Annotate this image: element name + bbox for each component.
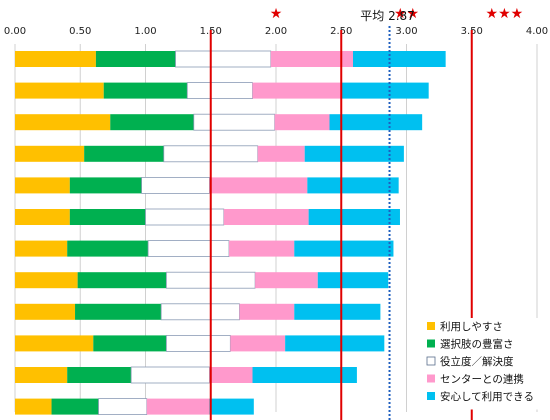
- annotations: ★ ★★ ★★★平均 2.87: [270, 6, 523, 23]
- bar-segment: [308, 209, 400, 225]
- bar-segment: [257, 145, 305, 162]
- legend-swatch: [426, 356, 436, 366]
- bar-segment: [252, 82, 342, 99]
- rating-stars: ★★★: [486, 6, 524, 22]
- reference-lines: [209, 26, 473, 420]
- bar-segment: [255, 272, 318, 289]
- bar-segment: [209, 177, 308, 194]
- bar-segment: [252, 367, 357, 383]
- legend-label: 役立度／解決度: [440, 355, 514, 368]
- bar-segment: [307, 177, 399, 194]
- bar-segment: [145, 208, 225, 226]
- bar-segment: [15, 367, 68, 383]
- bar-segment: [67, 240, 149, 257]
- bar-segment: [270, 51, 353, 67]
- bar-segment: [274, 114, 330, 131]
- bar-segment: [15, 240, 68, 257]
- bar-segment: [285, 335, 385, 352]
- bar-segment: [69, 177, 142, 194]
- bar-segment: [15, 272, 78, 289]
- bar-segment: [239, 303, 295, 320]
- bar-segment: [223, 209, 309, 225]
- bar-segment: [317, 272, 389, 289]
- bar-segment: [93, 335, 167, 352]
- legend-swatch: [427, 322, 435, 330]
- bar-segment: [230, 335, 286, 352]
- bar-segment: [95, 51, 176, 67]
- bar-segment: [165, 334, 231, 352]
- bars: [15, 50, 446, 416]
- bar-segment: [15, 335, 94, 352]
- legend-swatch: [427, 392, 435, 400]
- average-label: 平均 2.87: [360, 9, 415, 23]
- bar-segment: [75, 303, 162, 320]
- bar-segment: [147, 240, 230, 258]
- bar-segment: [130, 366, 210, 384]
- bar-segment: [193, 113, 276, 131]
- bar-segment: [186, 82, 253, 99]
- bar-segment: [15, 114, 111, 131]
- bar-segment: [15, 398, 52, 415]
- bar-segment: [329, 114, 423, 131]
- x-tick-label: 4.00: [526, 26, 548, 37]
- bar-segment: [110, 114, 194, 131]
- bar-segment: [146, 398, 210, 415]
- legend-label: 安心して利用できる: [440, 390, 534, 403]
- bar-segment: [175, 50, 272, 68]
- bar-segment: [304, 145, 404, 162]
- x-axis-ticks: 0.000.501.001.502.002.503.003.504.00: [4, 26, 548, 37]
- bar-segment: [15, 82, 104, 99]
- x-tick-label: 1.00: [134, 26, 156, 37]
- x-tick-label: 2.00: [265, 26, 287, 37]
- bar-segment: [77, 272, 167, 289]
- bar-segment: [229, 240, 295, 257]
- bar-segment: [294, 303, 381, 320]
- legend-label: 利用しやすさ: [440, 321, 503, 333]
- legend-box: [421, 318, 539, 410]
- legend-swatch: [427, 339, 435, 348]
- bar-segment: [67, 367, 132, 383]
- bar-segment: [15, 303, 76, 320]
- bar-segment: [209, 367, 253, 383]
- rating-stars: ★★: [394, 6, 419, 22]
- bar-segment: [103, 82, 188, 99]
- bar-segment: [352, 51, 446, 67]
- bar-segment: [84, 145, 164, 162]
- bar-segment: [51, 398, 99, 415]
- bar-segment: [15, 51, 96, 67]
- rating-stars: ★: [270, 6, 283, 22]
- legend-label: センターとの連携: [440, 373, 524, 386]
- bar-segment: [98, 398, 148, 416]
- bar-segment: [69, 209, 146, 225]
- bar-segment: [15, 177, 70, 194]
- bar-segment: [141, 176, 210, 194]
- bar-segment: [15, 145, 85, 162]
- legend-swatch: [427, 374, 435, 383]
- bar-segment: [15, 209, 70, 225]
- x-tick-label: 0.00: [4, 26, 26, 37]
- bar-segment: [294, 240, 394, 257]
- bar-segment: [160, 303, 240, 321]
- x-tick-label: 3.00: [395, 26, 417, 37]
- bar-segment: [209, 398, 254, 415]
- x-tick-label: 0.50: [69, 26, 91, 37]
- bar-segment: [341, 82, 429, 99]
- legend-label: 選択肢の豊富さ: [440, 338, 514, 351]
